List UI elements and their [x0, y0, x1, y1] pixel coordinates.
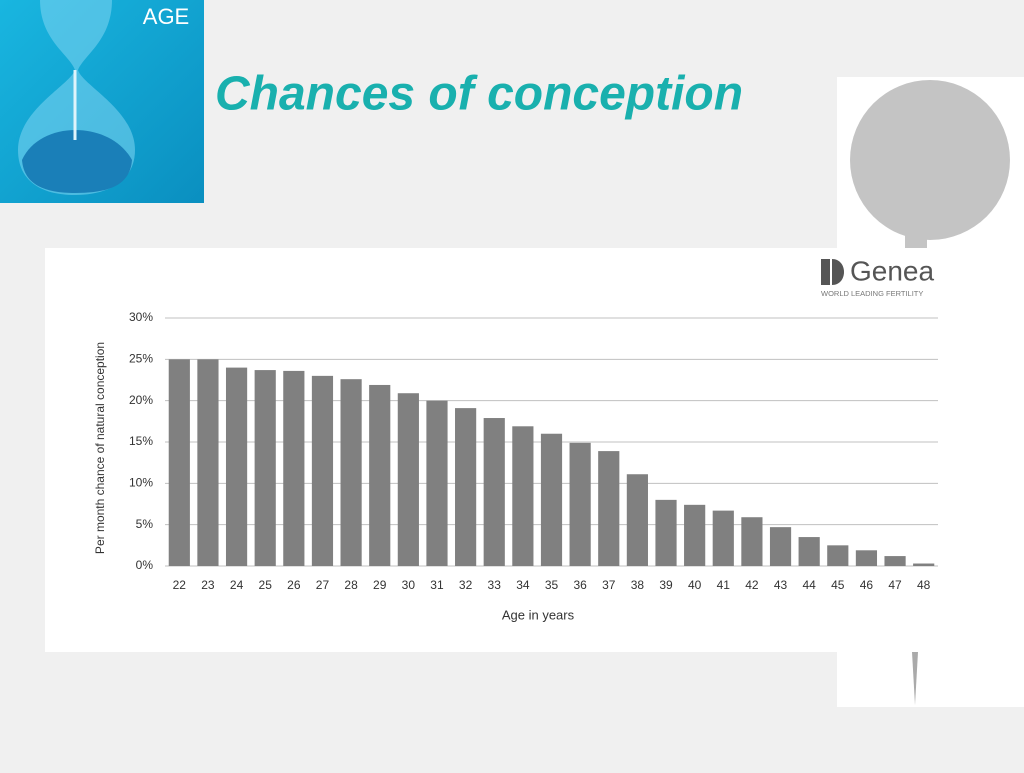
x-tick-label: 35 — [545, 578, 559, 592]
y-axis-label: Per month chance of natural conception — [93, 342, 107, 554]
x-tick-label: 43 — [774, 578, 788, 592]
tree-image — [850, 80, 1010, 705]
x-tick-label: 39 — [659, 578, 673, 592]
x-tick-label: 42 — [745, 578, 759, 592]
bar — [540, 433, 563, 566]
x-tick-label: 48 — [917, 578, 931, 592]
x-tick-label: 24 — [230, 578, 244, 592]
bar — [340, 379, 362, 566]
x-tick-label: 32 — [459, 578, 473, 592]
x-tick-label: 25 — [259, 578, 273, 592]
bar — [455, 408, 477, 566]
x-tick-label: 47 — [888, 578, 902, 592]
slide-title: Chances of conception — [215, 68, 743, 121]
x-tick-label: 44 — [802, 578, 816, 592]
y-tick-label: 20% — [129, 393, 153, 407]
y-tick-label: 15% — [129, 434, 153, 448]
x-tick-label: 45 — [831, 578, 845, 592]
bar — [283, 370, 305, 566]
bar — [741, 517, 763, 566]
bar — [225, 367, 248, 566]
bar — [655, 499, 677, 566]
x-tick-label: 30 — [402, 578, 416, 592]
bar — [369, 384, 391, 566]
bar — [712, 510, 734, 566]
y-tick-label: 30% — [129, 310, 153, 324]
x-tick-label: 34 — [516, 578, 530, 592]
x-tick-label: 36 — [573, 578, 587, 592]
bar — [197, 359, 219, 566]
bar — [598, 451, 620, 566]
bar — [569, 442, 591, 566]
x-tick-label: 40 — [688, 578, 702, 592]
y-tick-label: 5% — [136, 517, 154, 531]
x-tick-label: 27 — [316, 578, 330, 592]
x-tick-label: 33 — [488, 578, 502, 592]
x-tick-label: 41 — [717, 578, 731, 592]
x-tick-label: 29 — [373, 578, 387, 592]
x-tick-label: 23 — [201, 578, 215, 592]
y-tick-label: 0% — [136, 558, 154, 572]
bar — [913, 563, 935, 566]
x-axis-label: Age in years — [502, 607, 575, 622]
bar — [483, 418, 505, 566]
logo-name: Genea — [850, 255, 934, 286]
bar — [798, 537, 820, 566]
bar — [884, 556, 906, 566]
bar — [626, 474, 648, 566]
bar — [168, 359, 190, 566]
logo-tagline: WORLD LEADING FERTILITY — [821, 289, 923, 298]
y-tick-label: 25% — [129, 352, 153, 366]
x-tick-label: 28 — [344, 578, 358, 592]
x-tick-label: 26 — [287, 578, 301, 592]
hourglass-image — [0, 0, 204, 203]
x-tick-label: 31 — [430, 578, 444, 592]
bar — [684, 504, 706, 566]
bar — [855, 550, 878, 566]
bar — [426, 400, 448, 566]
x-tick-label: 37 — [602, 578, 616, 592]
x-tick-label: 46 — [860, 578, 874, 592]
bar — [512, 426, 534, 566]
bar — [827, 545, 849, 566]
bar — [769, 527, 792, 566]
bar — [311, 375, 334, 566]
bar — [397, 393, 419, 566]
y-tick-label: 10% — [129, 476, 153, 490]
x-tick-label: 22 — [173, 578, 187, 592]
x-tick-label: 38 — [631, 578, 645, 592]
bar — [254, 370, 276, 566]
logo: Genea WORLD LEADING FERTILITY — [821, 255, 934, 298]
image-label: AGE — [143, 4, 189, 29]
